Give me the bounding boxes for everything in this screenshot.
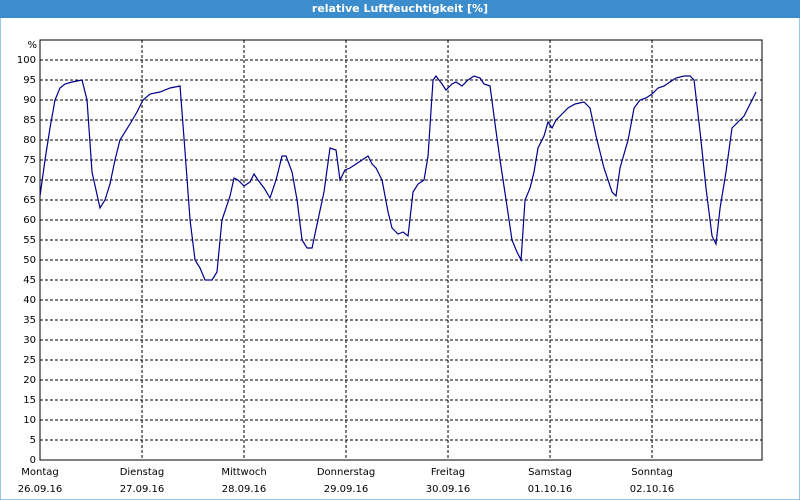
y-tick-label: 75	[23, 155, 36, 166]
y-tick-label: 30	[23, 335, 36, 346]
x-tick-date: 02.10.16	[630, 484, 675, 495]
title-bar	[0, 0, 800, 18]
x-tick-date: 28.09.16	[222, 484, 267, 495]
x-tick-date: 30.09.16	[426, 484, 471, 495]
y-tick-label: 10	[23, 415, 36, 426]
y-tick-label: 15	[23, 395, 36, 406]
y-tick-label: 60	[23, 215, 36, 226]
y-axis-label: %	[27, 40, 37, 51]
y-tick-label: 65	[23, 195, 36, 206]
y-tick-label: 40	[23, 295, 36, 306]
x-tick-label: Donnerstag	[317, 467, 375, 478]
x-tick-label: Freitag	[431, 467, 465, 478]
x-tick-label: Dienstag	[120, 467, 165, 478]
y-tick-label: 80	[23, 135, 36, 146]
data-line	[39, 74, 757, 281]
y-tick-label: 85	[23, 115, 36, 126]
x-tick-date: 27.09.16	[120, 484, 165, 495]
x-tick-label: Samstag	[528, 467, 572, 478]
x-tick-date: 26.09.16	[18, 484, 63, 495]
x-tick-label: Montag	[21, 467, 58, 478]
y-tick-label: 35	[23, 315, 36, 326]
y-tick-label: 0	[30, 455, 36, 466]
x-tick-date: 29.09.16	[324, 484, 369, 495]
y-tick-label: 5	[30, 435, 36, 446]
y-tick-label: 95	[23, 75, 36, 86]
y-tick-label: 20	[23, 375, 36, 386]
y-tick-label: 45	[23, 275, 36, 286]
y-tick-label: 100	[17, 55, 36, 66]
y-tick-label: 25	[23, 355, 36, 366]
chart-title: relative Luftfeuchtigkeit [%]	[312, 2, 488, 15]
y-tick-label: 90	[23, 95, 36, 106]
x-tick-label: Sonntag	[631, 467, 673, 478]
y-tick-label: 50	[23, 255, 36, 266]
y-tick-label: 55	[23, 235, 36, 246]
x-tick-label: Mittwoch	[221, 467, 266, 478]
y-tick-label: 70	[23, 175, 36, 186]
x-tick-date: 01.10.16	[528, 484, 573, 495]
